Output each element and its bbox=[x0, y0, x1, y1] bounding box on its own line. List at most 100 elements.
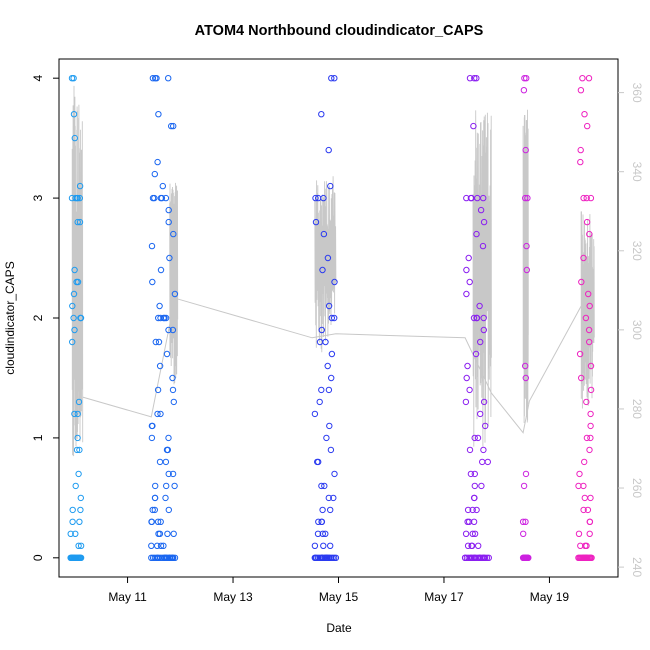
data-point-s3-16 bbox=[315, 518, 322, 525]
data-point-s3-28 bbox=[323, 434, 330, 442]
data-point-s6-zero-14 bbox=[588, 554, 595, 561]
data-point-s1-9 bbox=[76, 518, 83, 525]
data-point-s2-76 bbox=[170, 122, 177, 130]
data-point-s6-15 bbox=[580, 506, 587, 514]
data-point-s1-35 bbox=[76, 194, 84, 202]
data-point-s4-39 bbox=[463, 374, 470, 382]
data-point-s4-32 bbox=[474, 434, 482, 442]
data-point-s2-57 bbox=[155, 314, 162, 322]
data-point-s2-44 bbox=[154, 386, 162, 394]
data-point-s4-33 bbox=[471, 434, 478, 442]
data-point-s6-25 bbox=[587, 434, 594, 442]
data-point-s6-43 bbox=[587, 194, 595, 202]
data-point-s3-43 bbox=[331, 278, 338, 286]
data-point-s2-63 bbox=[148, 242, 156, 250]
data-point-s4-10 bbox=[475, 542, 482, 549]
data-point-s6-38 bbox=[578, 278, 585, 286]
data-point-s3-52 bbox=[325, 146, 332, 154]
data-point-s3-18 bbox=[319, 506, 326, 514]
data-point-s4-61 bbox=[468, 194, 475, 202]
data-point-s1-12 bbox=[77, 506, 84, 514]
data-point-s2-43 bbox=[170, 398, 178, 406]
data-point-s1-31 bbox=[71, 266, 78, 274]
y-tick-label-4: 4 bbox=[31, 75, 45, 82]
data-point-s2-45 bbox=[169, 386, 177, 394]
data-point-s2-77 bbox=[155, 111, 162, 118]
data-point-s1-30 bbox=[74, 278, 82, 286]
data-point-s3-39 bbox=[318, 326, 325, 334]
data-point-s1-zero-14 bbox=[77, 554, 85, 561]
data-point-s2-72 bbox=[159, 182, 167, 190]
data-point-s2-42 bbox=[154, 410, 161, 418]
data-point-s4-42 bbox=[477, 338, 484, 346]
data-point-s4-15 bbox=[471, 530, 479, 537]
x-tick-label-may-15: May 15 bbox=[319, 590, 359, 604]
data-point-s4-29 bbox=[484, 458, 491, 466]
data-point-s3-40 bbox=[331, 314, 338, 322]
data-point-s6-40 bbox=[586, 230, 593, 238]
data-point-s4-20 bbox=[464, 506, 472, 514]
data-point-s3-32 bbox=[325, 386, 333, 394]
y-axis-label: cloudindicator_CAPS bbox=[3, 261, 17, 374]
data-point-s4-30 bbox=[480, 446, 487, 454]
data-point-s4-64 bbox=[473, 75, 480, 82]
data-point-s4-23 bbox=[470, 494, 478, 502]
chart-title: ATOM4 Northbound cloudindicator_CAPS bbox=[195, 23, 484, 39]
data-point-s2-62 bbox=[166, 254, 173, 262]
data-point-s2-20 bbox=[154, 518, 162, 525]
data-point-s6-14 bbox=[586, 518, 593, 525]
secondary-line-segment-3 bbox=[314, 176, 337, 353]
data-point-s3-17 bbox=[318, 518, 326, 525]
data-point-s1-13 bbox=[77, 494, 85, 502]
data-point-s2-30 bbox=[169, 470, 177, 478]
data-point-s6-50 bbox=[585, 75, 593, 82]
data-point-s4-12 bbox=[464, 542, 472, 549]
data-point-s3-13 bbox=[319, 530, 326, 537]
data-point-s4-19 bbox=[473, 506, 480, 514]
data-point-s3-36 bbox=[328, 350, 336, 358]
data-point-s4-13 bbox=[462, 530, 470, 537]
data-point-s4-45 bbox=[470, 314, 478, 322]
data-point-s6-31 bbox=[587, 362, 595, 370]
data-point-s2-31 bbox=[165, 470, 172, 478]
data-point-s5-9 bbox=[522, 374, 529, 382]
data-point-s3-23 bbox=[318, 482, 325, 490]
data-point-s4-56 bbox=[477, 206, 485, 214]
data-point-s1-37 bbox=[72, 194, 79, 202]
data-point-s1-32 bbox=[74, 218, 81, 226]
data-point-s2-29 bbox=[171, 482, 178, 490]
data-point-s5-16 bbox=[520, 87, 528, 94]
data-point-s1-26 bbox=[70, 314, 77, 322]
data-point-s2-zero-14 bbox=[171, 554, 179, 561]
data-point-s2-23 bbox=[165, 506, 173, 514]
data-point-s2-15 bbox=[170, 530, 177, 537]
data-point-s6-45 bbox=[577, 158, 584, 166]
data-point-s6-51 bbox=[579, 75, 586, 82]
data-point-s2-36 bbox=[164, 446, 171, 454]
data-point-s4-44 bbox=[480, 314, 487, 322]
data-point-s2-47 bbox=[156, 362, 164, 370]
data-point-s2-61 bbox=[157, 266, 165, 274]
data-point-s3-38 bbox=[322, 338, 329, 346]
data-point-s4-52 bbox=[465, 254, 472, 262]
data-point-s6-36 bbox=[586, 302, 593, 310]
data-point-s4-24 bbox=[471, 482, 478, 490]
data-point-s3-11 bbox=[320, 542, 327, 549]
y-tick-label-1: 1 bbox=[31, 434, 45, 441]
data-point-s6-28 bbox=[583, 398, 590, 406]
data-point-s1-38 bbox=[68, 194, 76, 202]
data-point-s3-30 bbox=[311, 410, 319, 418]
data-point-s3-12 bbox=[314, 530, 322, 537]
data-point-s5-17 bbox=[523, 75, 530, 82]
data-point-s1-14 bbox=[72, 482, 79, 490]
data-point-s3-47 bbox=[312, 218, 320, 226]
x-tick-label-may-19: May 19 bbox=[530, 590, 570, 604]
data-point-s4-63 bbox=[466, 75, 474, 82]
data-point-s2-81 bbox=[165, 75, 172, 82]
data-point-s5-zero-14 bbox=[525, 554, 532, 561]
data-point-s5-5 bbox=[519, 518, 527, 525]
data-point-s1-25 bbox=[77, 314, 84, 322]
data-point-s3-14 bbox=[322, 530, 329, 537]
data-point-s5-13 bbox=[522, 194, 529, 202]
